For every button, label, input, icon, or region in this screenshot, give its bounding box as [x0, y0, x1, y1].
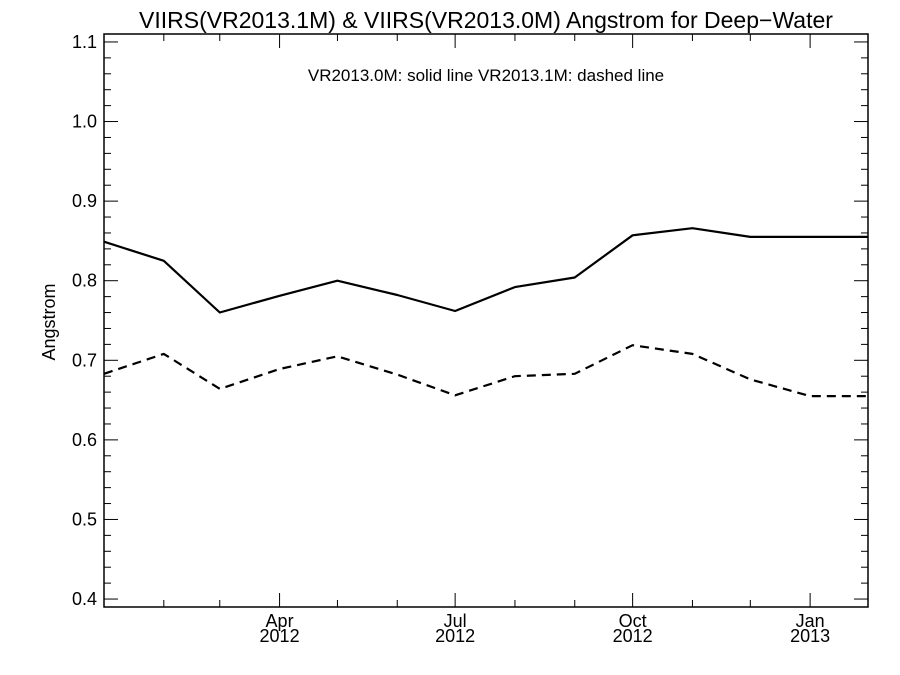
x-tick-label-year: 2013 — [790, 626, 830, 646]
x-tick-label-month: Jan — [796, 611, 825, 631]
y-axis-label: Angstrom — [39, 283, 59, 360]
legend-annotation: VR2013.0M: solid line VR2013.1M: dashed … — [308, 66, 664, 85]
y-tick-label: 0.8 — [72, 271, 97, 291]
y-tick-label: 0.7 — [72, 350, 97, 370]
y-tick-label: 0.9 — [72, 191, 97, 211]
x-tick-label-year: 2012 — [435, 626, 475, 646]
y-tick-labels: 0.4 0.5 0.6 0.7 0.8 0.9 1.0 1.1 — [72, 32, 97, 609]
y-tick-label: 0.6 — [72, 430, 97, 450]
series-line-solid — [103, 227, 868, 314]
x-tick-label-month: Oct — [619, 611, 647, 631]
x-tick-label-month: Apr — [266, 611, 294, 631]
axis-ticks — [104, 34, 868, 607]
y-tick-label: 1.0 — [72, 112, 97, 132]
x-tick-label-year: 2012 — [260, 626, 300, 646]
series-lines — [103, 227, 868, 398]
x-tick-label-month: Jul — [444, 611, 467, 631]
series-line-dashed — [103, 344, 868, 398]
y-tick-label: 1.1 — [72, 32, 97, 52]
x-tick-label-year: 2012 — [613, 626, 653, 646]
plot-frame — [103, 33, 869, 608]
y-tick-label: 0.5 — [72, 509, 97, 529]
chart-title: VIIRS(VR2013.1M) & VIIRS(VR2013.0M) Angs… — [139, 7, 833, 33]
y-tick-label: 0.4 — [72, 589, 97, 609]
